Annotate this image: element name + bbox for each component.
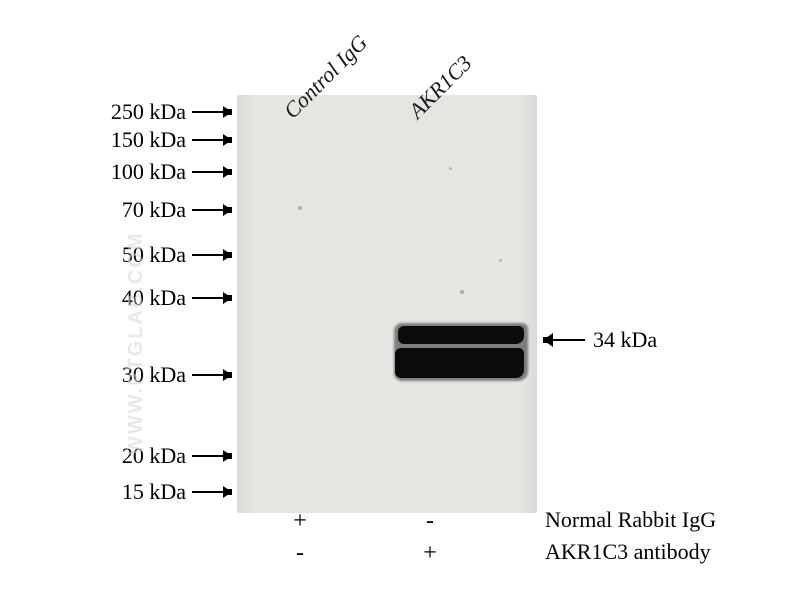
target-band-label: 34 kDa bbox=[593, 327, 657, 353]
mw-marker-row: 70 kDa bbox=[76, 197, 232, 223]
condition-symbol: - bbox=[288, 540, 312, 567]
western-blot-figure: Control IgGAKR1C3 250 kDa150 kDa100 kDa7… bbox=[0, 0, 800, 600]
noise-speckle bbox=[449, 167, 452, 170]
mw-marker-row: 100 kDa bbox=[76, 159, 232, 185]
noise-speckle bbox=[298, 206, 302, 210]
mw-marker-row: 30 kDa bbox=[76, 362, 232, 388]
arrow-right-icon bbox=[192, 246, 232, 264]
mw-marker-label: 150 kDa bbox=[76, 127, 186, 153]
condition-symbol: + bbox=[288, 508, 312, 535]
mw-marker-label: 100 kDa bbox=[76, 159, 186, 185]
mw-marker-row: 150 kDa bbox=[76, 127, 232, 153]
arrow-right-icon bbox=[192, 483, 232, 501]
mw-marker-row: 40 kDa bbox=[76, 285, 232, 311]
blot-membrane bbox=[237, 95, 537, 513]
arrow-right-icon bbox=[192, 366, 232, 384]
mw-marker-label: 30 kDa bbox=[76, 362, 186, 388]
arrow-right-icon bbox=[192, 163, 232, 181]
mw-marker-label: 40 kDa bbox=[76, 285, 186, 311]
mw-marker-label: 15 kDa bbox=[76, 479, 186, 505]
mw-marker-row: 50 kDa bbox=[76, 242, 232, 268]
arrow-right-icon bbox=[192, 289, 232, 307]
condition-symbol: - bbox=[418, 508, 442, 535]
noise-speckle bbox=[460, 290, 464, 294]
mw-marker-row: 250 kDa bbox=[76, 99, 232, 125]
mw-marker-label: 20 kDa bbox=[76, 443, 186, 469]
band-lower bbox=[395, 348, 524, 378]
arrow-right-icon bbox=[192, 131, 232, 149]
band-upper bbox=[398, 326, 524, 344]
condition-symbol: + bbox=[418, 540, 442, 567]
mw-marker-row: 20 kDa bbox=[76, 443, 232, 469]
target-band-annotation: 34 kDa bbox=[543, 327, 657, 353]
mw-marker-row: 15 kDa bbox=[76, 479, 232, 505]
arrow-right-icon bbox=[192, 201, 232, 219]
condition-label: AKR1C3 antibody bbox=[545, 539, 711, 565]
arrow-right-icon bbox=[192, 447, 232, 465]
mw-marker-label: 250 kDa bbox=[76, 99, 186, 125]
noise-speckle bbox=[499, 259, 502, 262]
arrow-left-icon bbox=[543, 330, 585, 350]
arrow-right-icon bbox=[192, 103, 232, 121]
mw-marker-label: 70 kDa bbox=[76, 197, 186, 223]
condition-label: Normal Rabbit IgG bbox=[545, 507, 716, 533]
mw-marker-label: 50 kDa bbox=[76, 242, 186, 268]
